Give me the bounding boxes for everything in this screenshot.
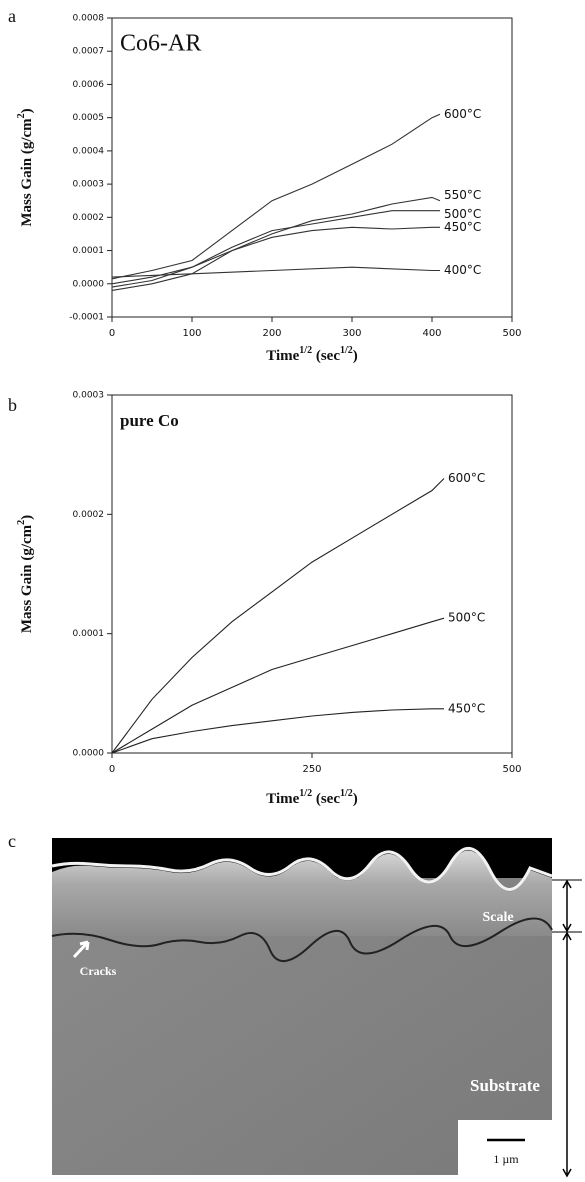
label-part: Time — [266, 348, 299, 364]
annotation: Cracks — [80, 964, 117, 978]
data-line — [111, 266, 440, 278]
y-tick-label: 0.0005 — [73, 113, 105, 123]
y-tick-label: 0.0003 — [73, 391, 105, 401]
y-tick-label: 0.0002 — [73, 213, 105, 223]
label-part: (sec — [312, 348, 340, 364]
y-tick-label: 0.0003 — [73, 180, 105, 190]
label-part: ) — [353, 348, 358, 364]
y-tick-label: 0.0000 — [73, 749, 105, 759]
label-part: Time — [266, 791, 299, 807]
series-label: 500°C — [448, 611, 485, 625]
y-axis-label: Mass Gain (g/cm2) — [16, 108, 35, 226]
sem-image — [51, 838, 582, 1178]
annotation: Scale — [482, 910, 513, 925]
panel-label: b — [8, 395, 17, 415]
x-tick-label: 500 — [502, 764, 521, 775]
scale-bar-label: 1 µm — [493, 1152, 519, 1166]
plot-frame — [111, 17, 513, 318]
y-tick-label: -0.0001 — [69, 313, 104, 323]
x-tick-label: 500 — [502, 328, 521, 339]
label-part: Mass Gain (g/cm — [19, 524, 35, 633]
panel-label: c — [8, 831, 16, 851]
data-line — [111, 617, 445, 754]
series-label: 550°C — [444, 188, 481, 202]
series-label: 600°C — [448, 471, 485, 485]
series-label: 450°C — [448, 701, 485, 715]
series-label: 400°C — [444, 263, 481, 277]
chart-title: pure Co — [120, 411, 179, 430]
x-tick-label: 400 — [422, 328, 441, 339]
y-axis-label: Mass Gain (g/cm2) — [16, 515, 35, 633]
series-label: 500°C — [444, 207, 481, 221]
y-tick-label: 0.0006 — [73, 80, 105, 90]
data-line — [111, 210, 440, 288]
label-part: 1/2 — [340, 788, 353, 799]
label-part: ) — [19, 108, 35, 113]
series-label: 600°C — [444, 107, 481, 121]
x-tick-label: 100 — [182, 328, 201, 339]
label-part: 1/2 — [340, 345, 353, 356]
data-line — [111, 113, 441, 280]
y-tick-label: 0.0008 — [73, 14, 105, 24]
chart-title: Co6-AR — [120, 31, 201, 57]
y-tick-label: 0.0002 — [73, 510, 105, 520]
data-line — [111, 226, 440, 285]
data-line — [111, 478, 445, 754]
label-part: 2 — [16, 113, 27, 118]
y-tick-label: 0.0004 — [73, 146, 105, 156]
label-part: 2 — [16, 520, 27, 525]
x-axis-label: Time1/2 (sec1/2) — [266, 345, 358, 364]
x-tick-label: 0 — [109, 764, 115, 775]
y-tick-label: 0.0001 — [73, 629, 105, 639]
y-tick-label: 0.0001 — [73, 246, 105, 256]
y-tick-label: 0.0000 — [73, 279, 105, 289]
x-tick-label: 250 — [302, 764, 321, 775]
x-tick-label: 300 — [342, 328, 361, 339]
label-part: ) — [353, 791, 358, 807]
x-axis-label: Time1/2 (sec1/2) — [266, 788, 358, 807]
plot-frame — [111, 394, 513, 754]
data-line — [111, 708, 444, 754]
label-part: ) — [19, 515, 35, 520]
label-part: Mass Gain (g/cm — [19, 118, 35, 227]
label-part: 1/2 — [299, 788, 312, 799]
x-tick-label: 0 — [109, 328, 115, 339]
x-tick-label: 200 — [262, 328, 281, 339]
annotation: Substrate — [470, 1076, 540, 1095]
panel-label: a — [8, 6, 16, 26]
y-tick-label: 0.0007 — [73, 47, 105, 57]
label-part: 1/2 — [299, 345, 312, 356]
label-part: (sec — [312, 791, 340, 807]
series-label: 450°C — [444, 220, 481, 234]
